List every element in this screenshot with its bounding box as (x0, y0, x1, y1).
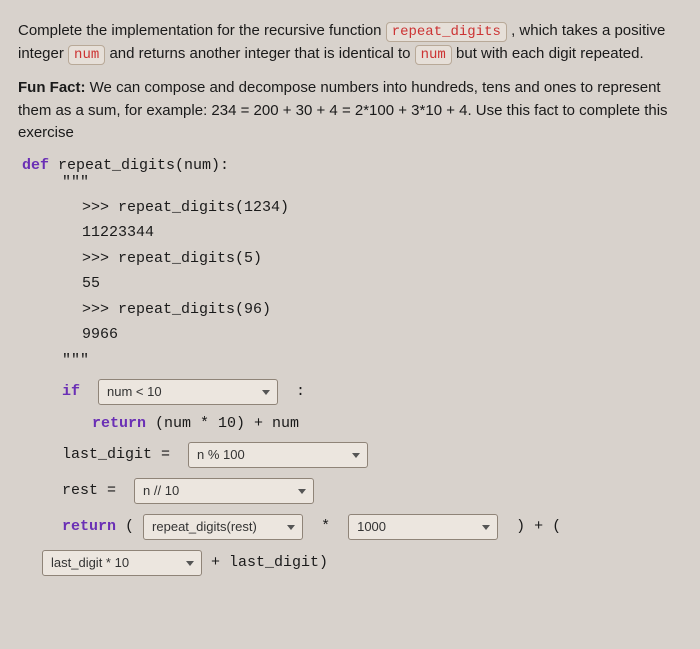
text: and returns another integer that is iden… (109, 45, 414, 62)
code-num-2: num (415, 45, 452, 65)
spacer (80, 383, 98, 400)
select-multiplier[interactable]: 1000 (348, 514, 498, 540)
docstring-body: >>> repeat_digits(1234) 11223344 >>> rep… (82, 195, 682, 348)
keyword-def: def (22, 157, 49, 174)
assign-rest: rest = (62, 482, 125, 499)
select-last-digit[interactable]: n % 100 (188, 442, 368, 468)
select-condition[interactable]: num < 10 (98, 379, 278, 405)
lparen: ( (116, 518, 134, 535)
doc-line: >>> repeat_digits(5) (82, 246, 682, 272)
docstring-close: """ (62, 352, 682, 369)
doc-line: >>> repeat_digits(96) (82, 297, 682, 323)
text: but with each digit repeated. (456, 45, 644, 62)
text: , which takes a positive (511, 22, 665, 39)
text: them as a sum, for example: 234 = 200 + … (18, 102, 668, 119)
signature: repeat_digits(num): (49, 157, 229, 174)
doc-line: 55 (82, 271, 682, 297)
keyword-if: if (62, 383, 80, 400)
def-line: def repeat_digits(num): (22, 157, 682, 174)
code-num-1: num (68, 45, 105, 65)
select-last-digit-expr[interactable]: last_digit * 10 (42, 550, 202, 576)
doc-line: 11223344 (82, 220, 682, 246)
text: We can compose and decompose numbers int… (90, 79, 661, 96)
code-fn-name: repeat_digits (386, 22, 507, 42)
star: * (303, 518, 348, 535)
keyword-return: return (92, 415, 146, 432)
funfact-paragraph: Fun Fact: We can compose and decompose n… (18, 77, 682, 145)
intro-paragraph-1: Complete the implementation for the recu… (18, 20, 682, 65)
colon: : (278, 383, 305, 400)
doc-line: 9966 (82, 322, 682, 348)
select-rest[interactable]: n // 10 (134, 478, 314, 504)
text: Complete the implementation for the recu… (18, 22, 386, 39)
rparen-plus: ) + ( (498, 518, 561, 535)
return-expr: (num * 10) + num (146, 415, 299, 432)
text: integer (18, 45, 68, 62)
select-recursive-call[interactable]: repeat_digits(rest) (143, 514, 303, 540)
keyword-return-2: return (62, 518, 116, 535)
text: exercise (18, 124, 74, 141)
docstring-open: """ (62, 174, 682, 191)
assign-last-digit: last_digit = (62, 446, 179, 463)
doc-line: >>> repeat_digits(1234) (82, 195, 682, 221)
funfact-label: Fun Fact: (18, 79, 86, 96)
tail-expr: + last_digit) (202, 554, 328, 571)
